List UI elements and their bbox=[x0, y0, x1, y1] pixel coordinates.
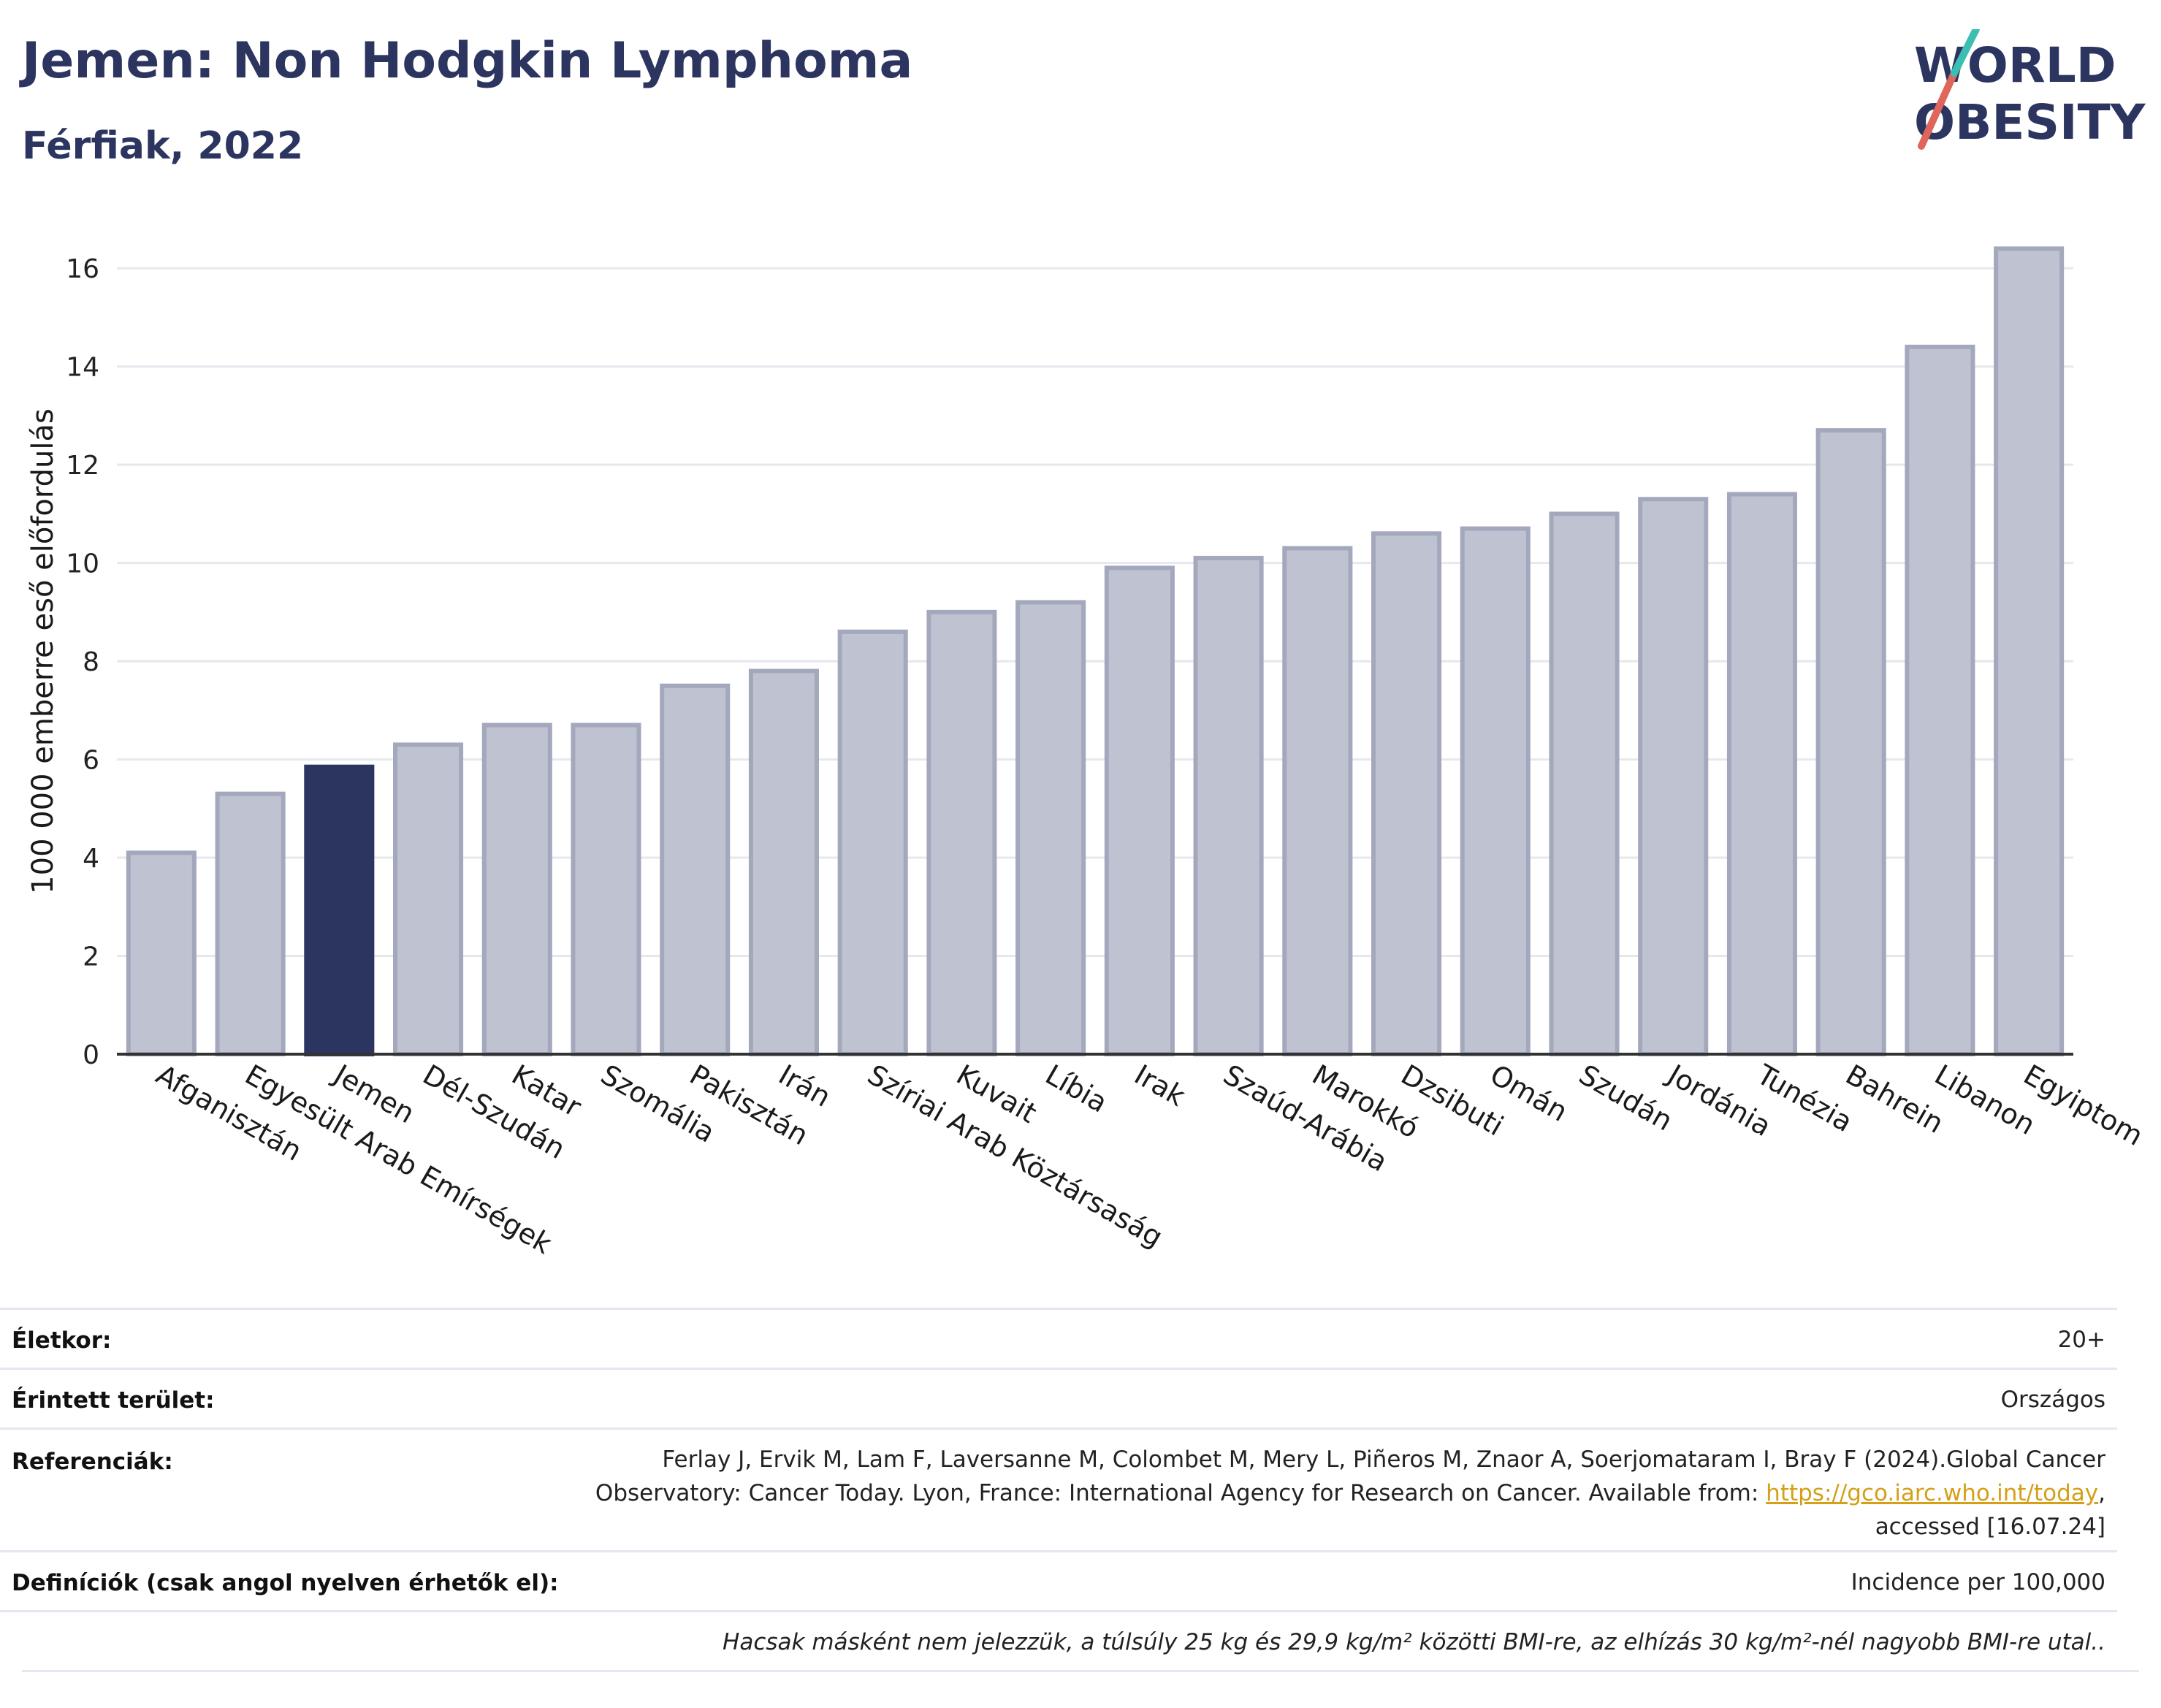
reference-line-3: accessed [16.07.24] bbox=[1875, 1514, 2105, 1540]
y-tick-label: 2 bbox=[83, 942, 99, 972]
y-tick-label: 8 bbox=[83, 647, 99, 677]
bar-kuvait bbox=[926, 609, 997, 1056]
y-axis-ticks: 0 2 4 6 8 10 12 14 16 bbox=[66, 254, 99, 1070]
bar-szíriai-arab-köztársaság bbox=[837, 629, 908, 1056]
reference-line-2: Observatory: Cancer Today. Lyon, France:… bbox=[595, 1476, 2105, 1510]
references-value: Ferlay J, Ervik M, Lam F, Laversanne M, … bbox=[595, 1443, 2105, 1544]
bar-irán bbox=[748, 668, 819, 1056]
bar-szudán bbox=[1549, 511, 1620, 1056]
x-tick-label: Egyiptom bbox=[2019, 1059, 2149, 1152]
meta-row-note: Hacsak másként nem jelezzük, a túlsúly 2… bbox=[0, 1610, 2117, 1672]
x-tick-label: Libanon bbox=[1929, 1059, 2040, 1141]
reference-text: Observatory: Cancer Today. Lyon, France:… bbox=[595, 1480, 1766, 1506]
reference-punct: , bbox=[2098, 1480, 2105, 1506]
bar-tunézia bbox=[1726, 492, 1797, 1056]
x-tick-label: Jordánia bbox=[1661, 1058, 1777, 1143]
age-value: 20+ bbox=[2057, 1327, 2105, 1353]
bar-marokkó bbox=[1282, 546, 1353, 1056]
references-label: Referenciák: bbox=[12, 1449, 173, 1475]
meta-row-area: Érintett terület: Országos bbox=[0, 1368, 2117, 1430]
definitions-value: Incidence per 100,000 bbox=[1851, 1569, 2105, 1595]
bar-szomália bbox=[571, 723, 641, 1057]
bar-irak bbox=[1104, 565, 1175, 1056]
table-bottom-border bbox=[22, 1670, 2139, 1672]
area-value: Országos bbox=[2000, 1387, 2105, 1413]
y-axis-label: 100 000 emberre eső előfordulás bbox=[26, 408, 60, 894]
y-tick-label: 16 bbox=[66, 254, 99, 284]
meta-row-definitions: Definíciók (csak angol nyelven érhetők e… bbox=[0, 1550, 2117, 1612]
y-tick-label: 14 bbox=[66, 353, 99, 383]
y-tick-label: 0 bbox=[83, 1040, 99, 1070]
bar-afganisztán bbox=[126, 850, 197, 1057]
x-tick-label: Szudán bbox=[1574, 1059, 1678, 1137]
chart-subtitle: Férfiak, 2022 bbox=[22, 124, 304, 168]
reference-line-1: Ferlay J, Ervik M, Lam F, Laversanne M, … bbox=[662, 1446, 2105, 1473]
y-tick-label: 10 bbox=[66, 549, 99, 579]
bar-szaúd-arábia bbox=[1193, 555, 1264, 1056]
meta-row-age: Életkor: 20+ bbox=[0, 1308, 2117, 1370]
bar-omán bbox=[1460, 526, 1531, 1056]
bar-jordánia bbox=[1638, 497, 1709, 1056]
world-obesity-logo: WORLD OBESITY bbox=[1914, 29, 2146, 150]
bar-egyiptom bbox=[1994, 246, 2065, 1056]
x-tick-label: Líbia bbox=[1040, 1059, 1113, 1119]
y-tick-label: 4 bbox=[83, 844, 99, 874]
area-label: Érintett terület: bbox=[12, 1387, 215, 1414]
bar-pakisztán bbox=[660, 683, 731, 1056]
y-tick-label: 6 bbox=[83, 746, 99, 776]
bar-dél-szudán bbox=[393, 742, 464, 1057]
x-tick-label: Irak bbox=[1129, 1059, 1190, 1113]
bar-dzsibuti bbox=[1371, 531, 1442, 1056]
logo-slash-red bbox=[1918, 69, 1958, 150]
logo-slash-teal bbox=[1951, 29, 1980, 77]
bar-libanon bbox=[1905, 344, 1975, 1056]
x-tick-label: Bahrein bbox=[1840, 1059, 1949, 1140]
bar-bahrein bbox=[1815, 428, 1886, 1056]
chart-title: Jemen: Non Hodgkin Lymphoma bbox=[22, 32, 913, 90]
reference-link[interactable]: https://gco.iarc.who.int/today bbox=[1766, 1480, 2099, 1506]
logo-line2: OBESITY bbox=[1914, 94, 2146, 150]
bars bbox=[126, 246, 2065, 1057]
age-label: Életkor: bbox=[12, 1327, 112, 1354]
bar-katar bbox=[481, 723, 552, 1057]
definitions-label: Definíciók (csak angol nyelven érhetők e… bbox=[12, 1570, 559, 1596]
bar-líbia bbox=[1015, 600, 1086, 1056]
meta-row-references: Referenciák: Ferlay J, Ervik M, Lam F, L… bbox=[0, 1427, 2117, 1552]
note-text: Hacsak másként nem jelezzük, a túlsúly 2… bbox=[723, 1629, 2105, 1655]
bar-egyesült-arab-emírségek bbox=[215, 791, 286, 1056]
bar-jemen bbox=[304, 764, 375, 1057]
y-tick-label: 12 bbox=[66, 451, 99, 481]
